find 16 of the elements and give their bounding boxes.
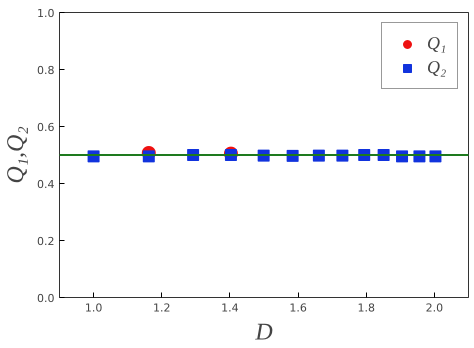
x-axis-title: D xyxy=(254,320,273,346)
y-tick-label: 0.8 xyxy=(37,64,55,77)
x-tick-label: 1.4 xyxy=(221,302,239,314)
y-tick-label: 1.0 xyxy=(37,7,55,20)
x-tick-label: 1.0 xyxy=(84,302,102,314)
x-tick-label: 1.2 xyxy=(153,302,171,314)
legend-label: Q₂ xyxy=(427,57,447,78)
x-tick-label: 1.6 xyxy=(289,302,307,314)
legend-label: Q₁ xyxy=(427,33,447,54)
y-tick-label: 0.4 xyxy=(37,178,55,191)
y-axis-title: Q₁,Q₂ xyxy=(3,126,30,184)
y-tick-label: 0.6 xyxy=(37,121,55,134)
y-tick-label: 0.0 xyxy=(37,292,55,305)
x-tick-label: 2.0 xyxy=(426,302,444,314)
x-tick-label: 1.8 xyxy=(358,302,376,314)
y-tick-label: 0.2 xyxy=(37,235,55,248)
